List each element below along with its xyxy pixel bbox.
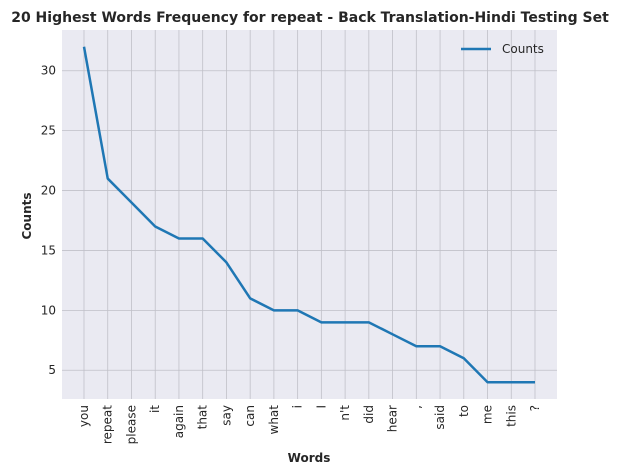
- x-tick-label: did: [362, 405, 376, 424]
- y-tick-label: 5: [48, 363, 56, 377]
- x-tick-label: what: [267, 405, 281, 435]
- x-tick-label: repeat: [101, 405, 115, 444]
- x-axis-label: Words: [288, 451, 331, 465]
- y-tick-label: 20: [41, 184, 56, 198]
- x-tick-label: that: [196, 405, 210, 430]
- x-tick-label: please: [124, 405, 138, 444]
- x-tick-label: me: [481, 405, 495, 424]
- y-tick-label: 25: [41, 124, 56, 138]
- y-tick-label: 10: [41, 303, 56, 317]
- x-tick-label: this: [504, 405, 518, 427]
- x-tick-label: again: [172, 405, 186, 438]
- x-tick-label: ?: [528, 405, 542, 411]
- x-tick-label: i: [291, 405, 305, 408]
- x-tick-label: hear: [386, 405, 400, 432]
- chart-title: 20 Highest Words Frequency for repeat - …: [11, 10, 609, 26]
- plot-area: [62, 30, 557, 399]
- gridlines: [62, 30, 557, 399]
- y-axis-label: Counts: [20, 192, 34, 239]
- y-tick-label: 15: [41, 243, 56, 257]
- y-tick-label: 30: [41, 64, 56, 78]
- x-tick-label: to: [457, 405, 471, 417]
- legend: Counts: [461, 42, 544, 56]
- x-tick-label: said: [433, 405, 447, 430]
- series-line: [82, 46, 535, 384]
- x-tick-label: n't: [338, 405, 352, 421]
- x-tick-label: ,: [409, 405, 423, 409]
- x-tick-label: can: [243, 405, 257, 427]
- series-group: [82, 46, 535, 384]
- x-tick-label: you: [77, 405, 91, 427]
- x-tick-label: say: [219, 405, 233, 426]
- legend-entry: Counts: [502, 42, 544, 56]
- y-axis-ticks: 5 10 15 20 25 30: [41, 64, 56, 378]
- x-tick-label: it: [148, 405, 162, 413]
- x-tick-label: I: [314, 405, 328, 409]
